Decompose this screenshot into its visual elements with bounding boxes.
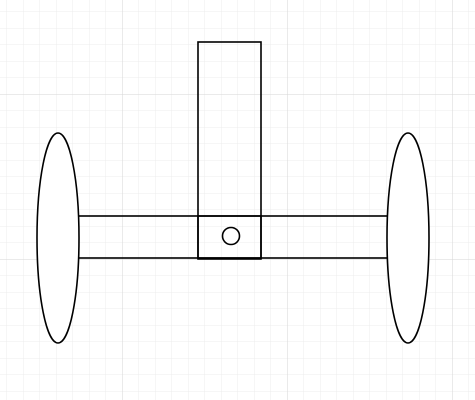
left-wheel[interactable] [36,132,80,344]
segway-diagram [36,41,430,344]
center-hub-box[interactable] [197,215,262,259]
handle-post[interactable] [197,41,262,260]
right-wheel[interactable] [386,132,430,344]
pivot-circle[interactable] [221,226,241,246]
